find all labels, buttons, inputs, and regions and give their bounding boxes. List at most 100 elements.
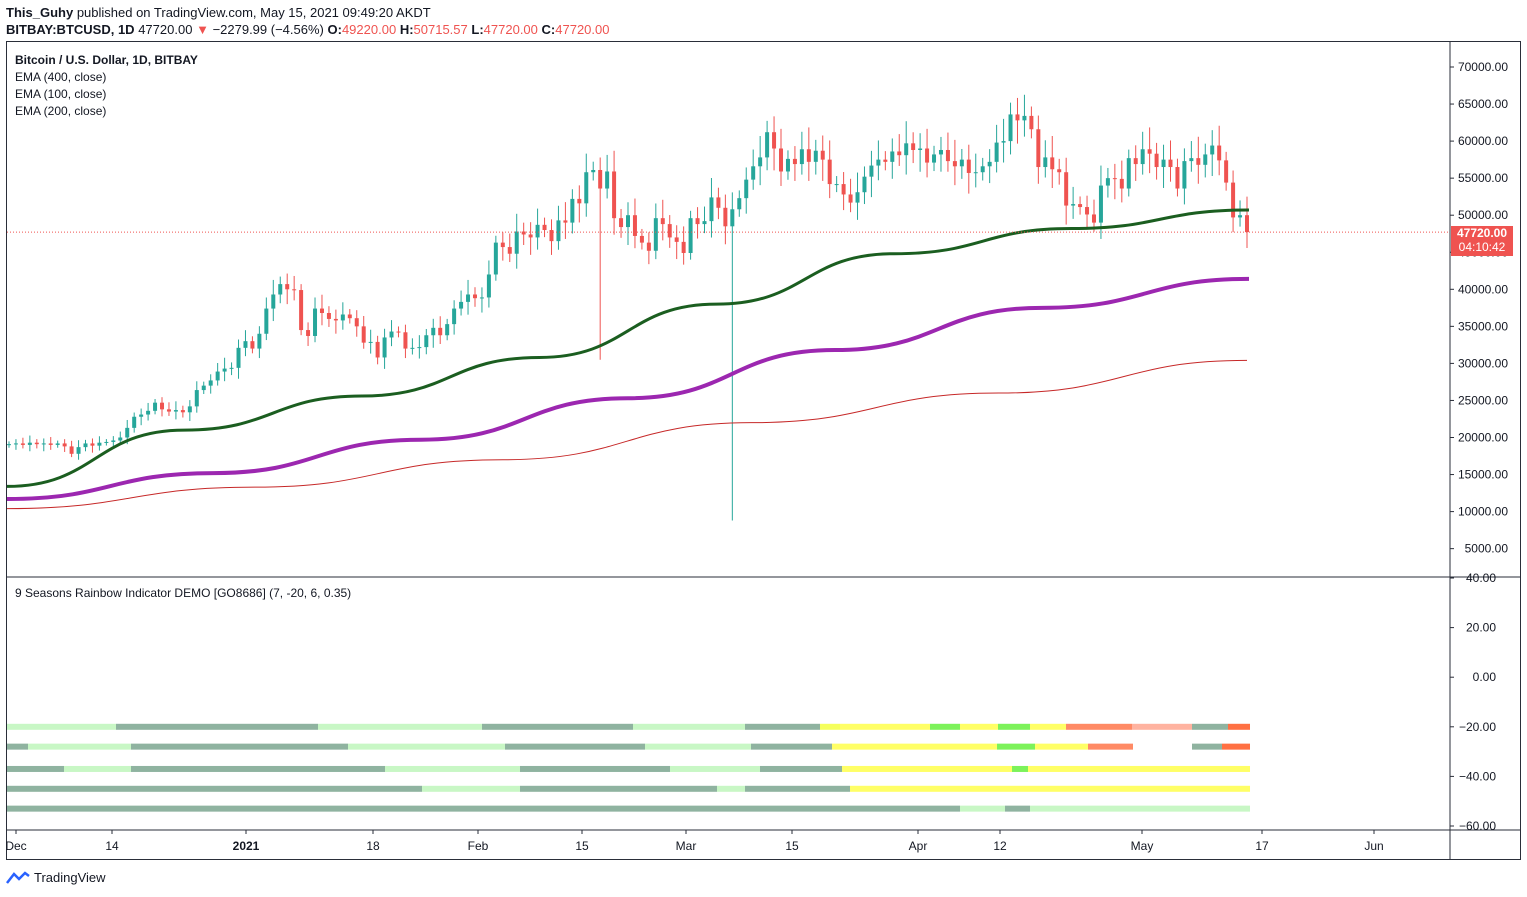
candle-body <box>313 308 318 336</box>
candle-body <box>104 441 109 443</box>
down-arrow-icon: ▼ <box>196 22 209 37</box>
x-tick-label: 17 <box>1255 839 1269 853</box>
rainbow-segment <box>633 723 745 730</box>
y-tick-label: 60000.00 <box>1458 134 1508 148</box>
candle-body <box>779 148 784 172</box>
candle-body <box>619 218 624 228</box>
candle-body <box>945 149 950 162</box>
legend-ema-100[interactable]: EMA (100, close) <box>15 87 107 101</box>
footer-brand[interactable]: TradingView <box>34 870 106 885</box>
candle-body <box>1231 182 1236 218</box>
x-tick-label: 14 <box>105 839 119 853</box>
candle-body <box>528 234 533 238</box>
candle-body <box>952 161 957 167</box>
x-tick-label: Jun <box>1364 839 1383 853</box>
rainbow-segment <box>1028 765 1250 772</box>
y-tick-label: 10000.00 <box>1458 505 1508 519</box>
candle-body <box>751 166 756 180</box>
candle-body <box>681 241 686 253</box>
candle-body <box>994 142 999 162</box>
indicator-y-tick-label: −40.00 <box>1459 769 1496 783</box>
price-change: −2279.99 (−4.56%) <box>212 22 324 37</box>
candle-body <box>1078 204 1083 208</box>
candle-body <box>285 284 290 290</box>
high-value: 50715.57 <box>413 22 468 37</box>
candle-body <box>785 158 790 172</box>
candle-body <box>855 192 860 203</box>
candle-body <box>1091 214 1096 223</box>
candle-body <box>34 442 39 445</box>
candle-body <box>813 150 818 162</box>
indicator-y-tick-label: −20.00 <box>1459 720 1496 734</box>
candle-body <box>612 171 617 219</box>
candle-body <box>1008 114 1013 142</box>
candle-body <box>925 148 930 163</box>
candle-body <box>486 274 491 298</box>
rainbow-segment <box>7 723 116 730</box>
candle-body <box>1238 215 1243 218</box>
x-tick-label: 15 <box>785 839 799 853</box>
symbol-line: BITBAY:BTCUSD, 1D 47720.00 ▼ −2279.99 (−… <box>6 22 609 37</box>
author-name[interactable]: This_Guhy <box>6 5 74 20</box>
candle-body <box>639 235 644 243</box>
y-tick-label: 15000.00 <box>1458 468 1508 482</box>
candle-body <box>876 159 881 166</box>
y-tick-label: 20000.00 <box>1458 431 1508 445</box>
candle-body <box>229 367 234 369</box>
candle-body <box>299 290 304 331</box>
candle-body <box>820 150 825 160</box>
rainbow-segment <box>751 743 832 750</box>
candle-body <box>918 148 923 150</box>
legend-ema-200[interactable]: EMA (200, close) <box>15 104 107 118</box>
rainbow-segment <box>960 723 998 730</box>
x-tick-label: May <box>1131 839 1154 853</box>
rainbow-segment <box>745 785 850 792</box>
candle-body <box>514 231 519 254</box>
rainbow-segment <box>505 743 645 750</box>
candle-body <box>187 406 192 413</box>
last-price: 47720.00 <box>138 22 193 37</box>
rainbow-segment <box>7 765 64 772</box>
rainbow-segment <box>7 805 960 812</box>
rainbow-segment <box>1030 723 1066 730</box>
last-price-tag: 47720.00 04:10:42 <box>1451 226 1513 256</box>
candle-body <box>1175 167 1180 189</box>
candle-body <box>292 289 297 291</box>
candle-body <box>605 171 610 189</box>
x-tick-label: Mar <box>676 839 697 853</box>
rainbow-segment <box>930 723 960 730</box>
candle-body <box>173 410 178 412</box>
candle-body <box>660 218 665 225</box>
publish-line: This_Guhy published on TradingView.com, … <box>6 5 431 20</box>
candle-body <box>83 443 88 448</box>
x-tick-label: 18 <box>366 839 380 853</box>
candle-body <box>591 169 596 173</box>
candle-body <box>897 151 902 156</box>
ema-200-line <box>6 359 1248 510</box>
x-tick-label: Feb <box>468 839 489 853</box>
candle-body <box>904 143 909 156</box>
candle-body <box>146 410 151 415</box>
rainbow-segment <box>520 765 670 772</box>
candle-body <box>535 224 540 238</box>
candle-body <box>938 149 943 155</box>
candle-body <box>695 218 700 225</box>
indicator-legend[interactable]: 9 Seasons Rainbow Indicator DEMO [GO8686… <box>15 586 352 600</box>
candle-body <box>396 331 401 333</box>
candle-body <box>361 326 366 343</box>
close-value: 47720.00 <box>555 22 610 37</box>
candle-body <box>1036 129 1041 168</box>
candle-body <box>1098 185 1103 223</box>
y-tick-label: 5000.00 <box>1465 542 1509 556</box>
candle-body <box>1203 154 1208 165</box>
candle-body <box>702 221 707 225</box>
candle-body <box>194 390 199 407</box>
candle-body <box>1119 178 1124 189</box>
candle-body <box>208 380 213 386</box>
candle-body <box>1217 145 1222 161</box>
rainbow-segment <box>385 765 520 772</box>
legend-ema-400[interactable]: EMA (400, close) <box>15 70 107 84</box>
candle-body <box>354 318 359 327</box>
candle-body <box>180 410 185 413</box>
